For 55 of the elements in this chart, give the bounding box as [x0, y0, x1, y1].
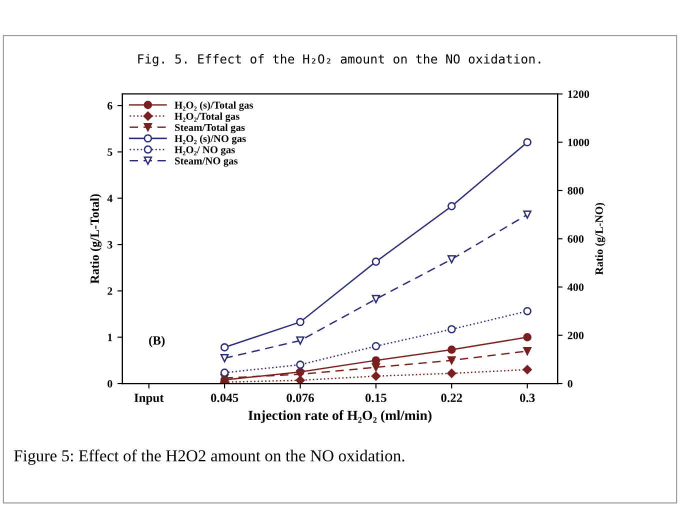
legend-label: Steam/Total gas [175, 124, 245, 134]
point [372, 342, 380, 350]
point [220, 343, 229, 352]
legend-label: H₂O₂ (s)/NO gas [174, 134, 246, 144]
y2-tick-label: 1000 [568, 138, 590, 146]
chart-title: Fig. 5. Effect of the H₂O₂ amount on the NO oxidation. [138, 54, 540, 66]
y-tick-label: 5 [108, 148, 112, 156]
point [447, 202, 456, 210]
y-tick-label: 3 [108, 241, 112, 249]
x-tick-label: 0.15 [365, 394, 386, 402]
y-tick-label: 4 [107, 194, 112, 202]
legend-label: H₂O₂/Total gas [174, 112, 240, 122]
y-tick-label: 1 [108, 334, 112, 342]
point [220, 368, 229, 377]
y2-tick-label: 400 [567, 283, 584, 291]
point [522, 365, 532, 374]
y-axis-title: Ratio (g/L-Total) [90, 194, 102, 284]
y2-tick-label: 0 [568, 380, 572, 388]
x-tick-label: 0.076 [286, 394, 314, 402]
point [372, 258, 380, 266]
point [523, 138, 532, 146]
y2-tick-label: 1200 [568, 90, 590, 98]
point [371, 372, 381, 381]
point [296, 360, 304, 369]
point [523, 333, 532, 342]
annotation: (B) [149, 336, 165, 348]
y2-axis-title: Ratio (g/L-NO) [595, 202, 606, 275]
y-tick-label: 6 [108, 102, 112, 110]
y2-tick-label: 200 [568, 332, 584, 340]
point [523, 306, 532, 316]
legend-label: H₂O₂/ NO gas [174, 146, 235, 156]
legend-label: Steam/NO gas [175, 157, 238, 167]
point [372, 363, 380, 372]
x-tick-label: 0.22 [441, 394, 462, 402]
point [296, 318, 304, 326]
x-tick-label: 0.045 [210, 394, 238, 402]
point [447, 325, 456, 334]
y-tick-label: 0 [108, 380, 112, 388]
point [372, 294, 380, 304]
point [523, 210, 532, 219]
caption: Figure 5: Effect of the H2O2 amount on the NO oxidation. [14, 450, 404, 465]
y2-tick-label: 600 [568, 235, 584, 243]
point [523, 346, 532, 356]
x-axis-title: Injection rate of H₂O₂ (ml/min) [248, 410, 432, 423]
point [447, 255, 456, 264]
point [447, 368, 456, 378]
point [447, 356, 456, 365]
point [447, 346, 456, 354]
y-tick-label: 2 [108, 287, 112, 295]
point [220, 354, 229, 362]
point [296, 336, 304, 345]
x-tick-label: Input [134, 394, 164, 405]
legend-label: H₂O₂ (s)/Total gas [174, 101, 254, 111]
y2-tick-label: 800 [568, 186, 584, 194]
x-tick-label: 0.3 [520, 394, 535, 402]
